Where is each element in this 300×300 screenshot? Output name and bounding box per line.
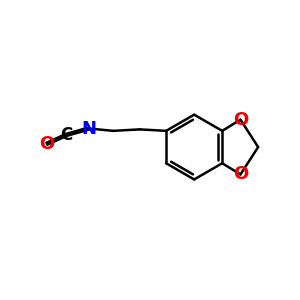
Text: N: N [82, 119, 97, 137]
Text: O: O [233, 165, 248, 183]
Text: C: C [60, 126, 72, 144]
Text: O: O [233, 111, 248, 129]
Text: O: O [39, 135, 55, 153]
